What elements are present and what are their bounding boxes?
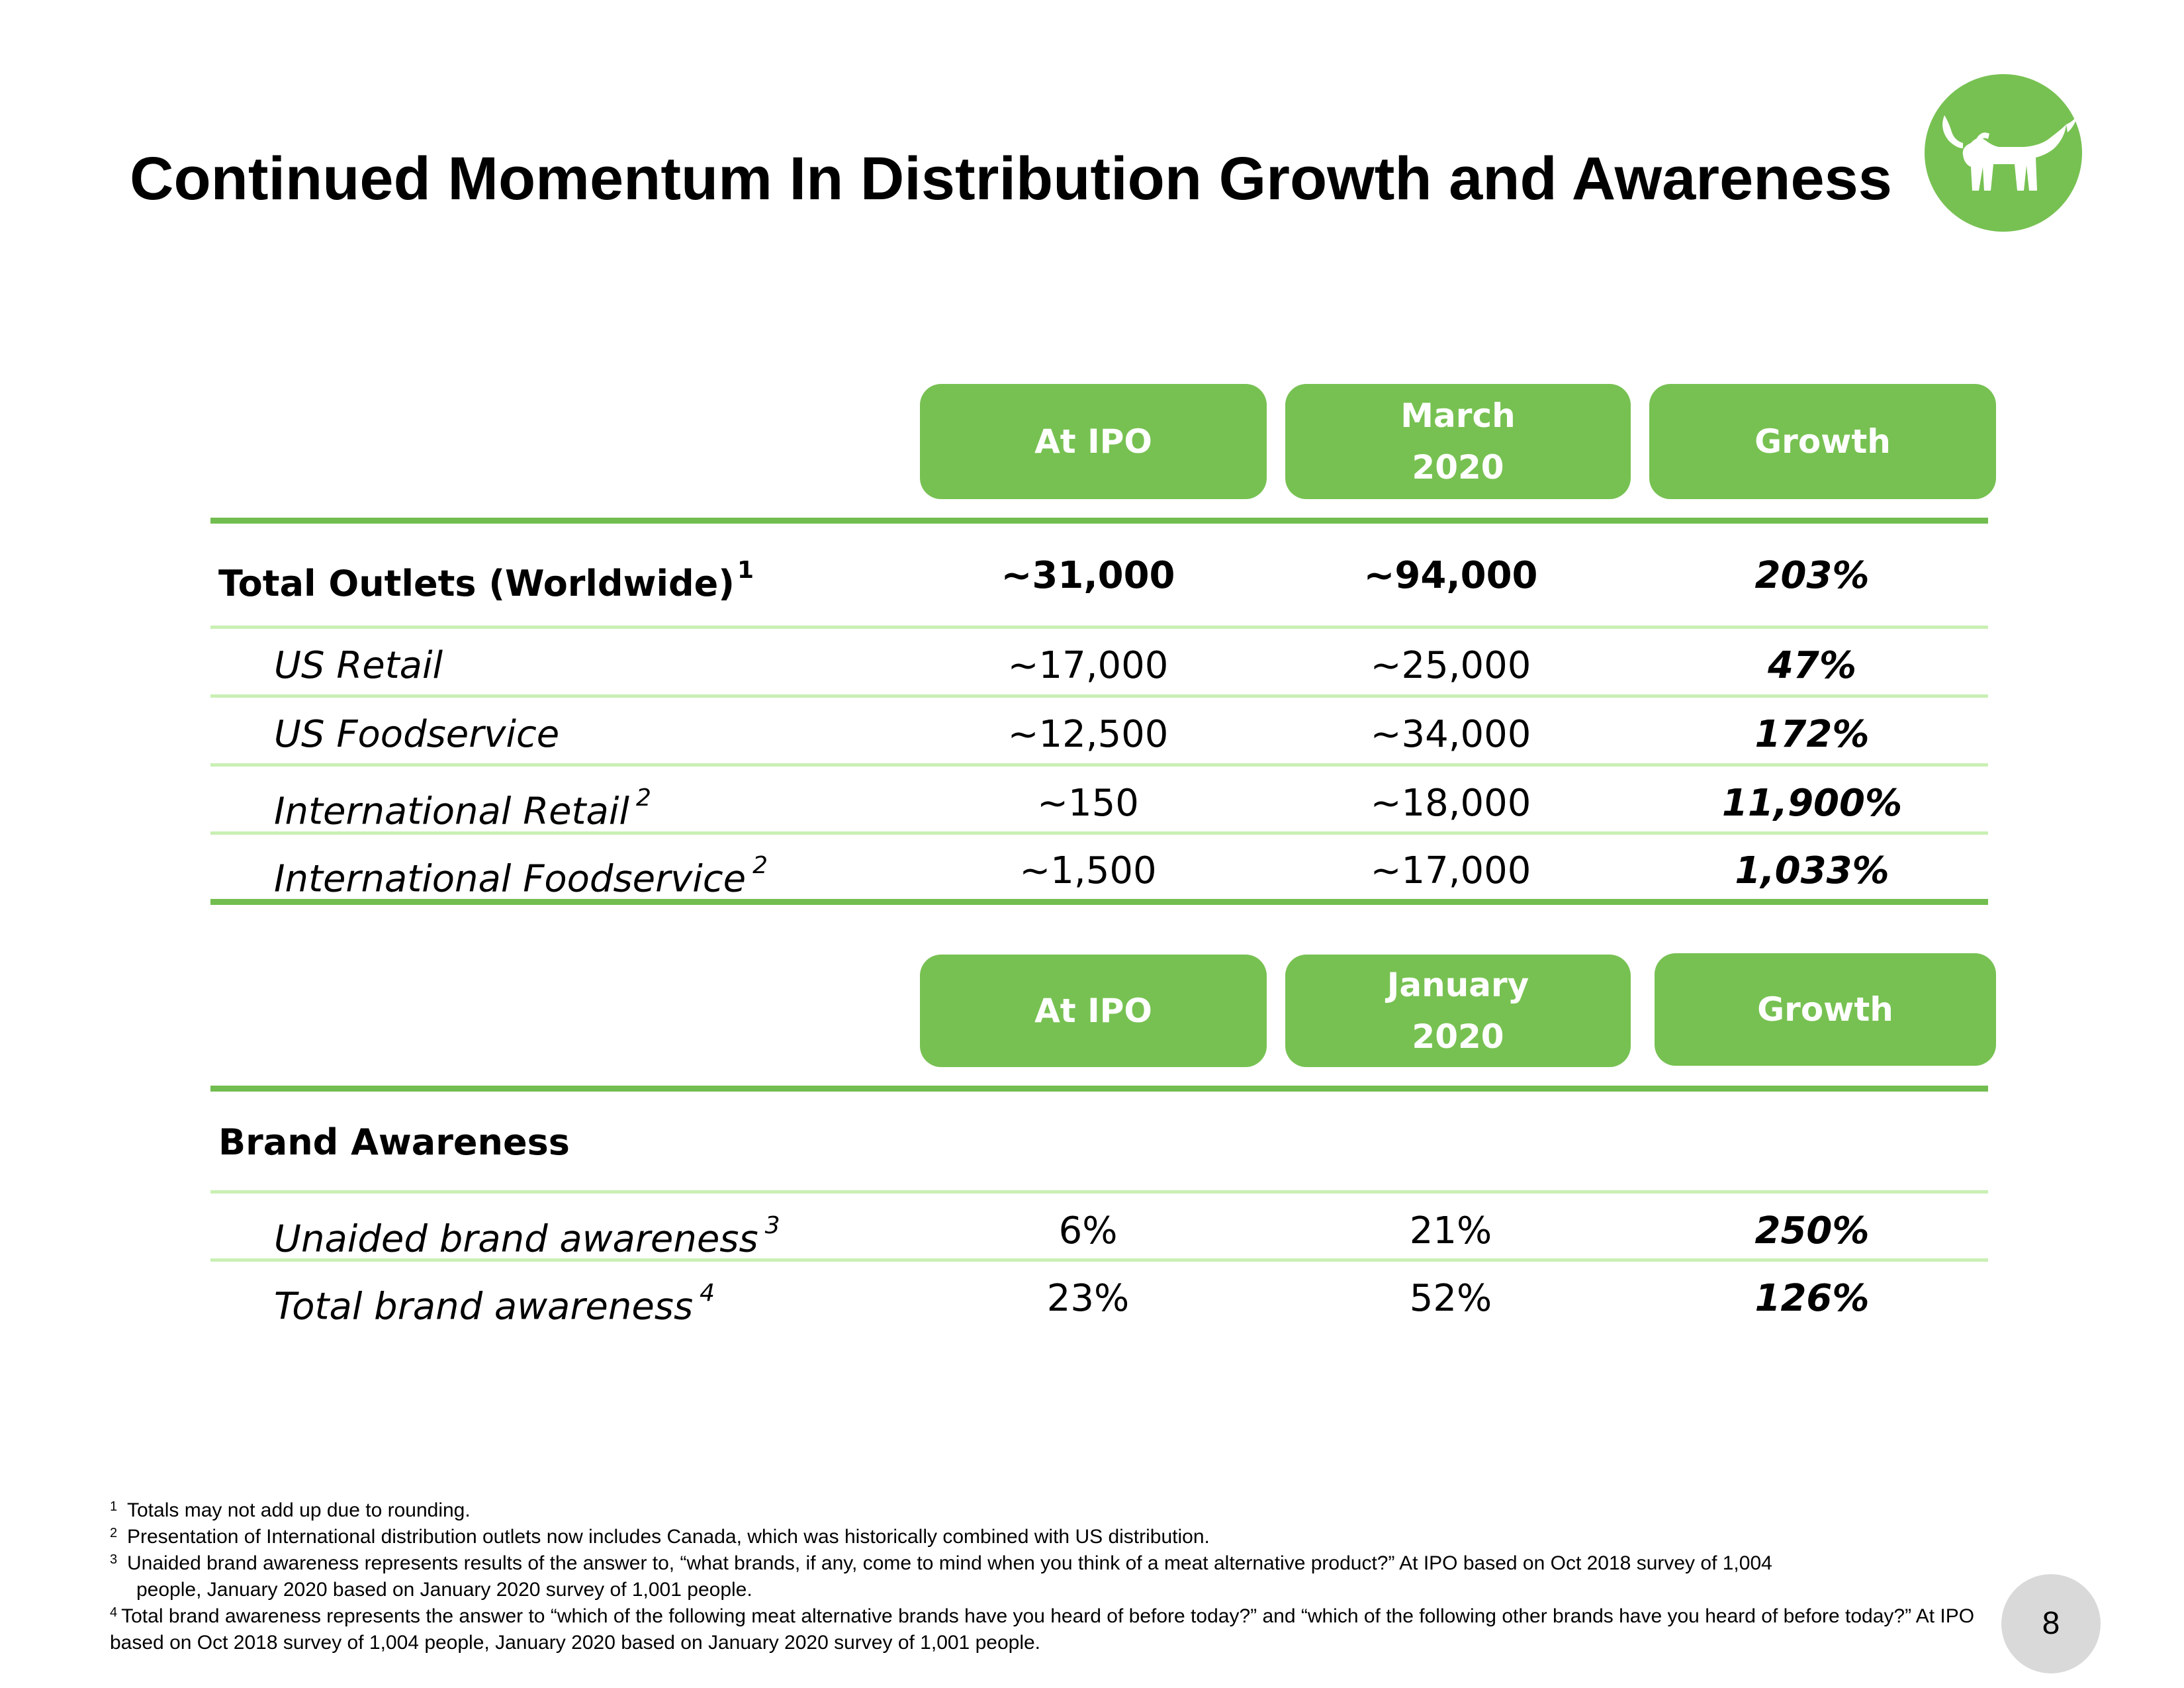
section-row: Brand Awareness bbox=[210, 1108, 1988, 1177]
footnote-text: Presentation of International distributi… bbox=[127, 1526, 1210, 1548]
header-january-2020: January 2020 bbox=[1285, 955, 1631, 1067]
current-value: ~94,000 bbox=[1363, 554, 1538, 597]
table-top-rule bbox=[210, 518, 1988, 524]
table-bottom-rule bbox=[210, 899, 1988, 905]
at-ipo-value: ~12,500 bbox=[1007, 713, 1169, 756]
row-label: US Retail bbox=[274, 644, 443, 687]
page-number: 8 bbox=[2001, 1574, 2101, 1673]
growth-value: 47% bbox=[1767, 644, 1857, 687]
at-ipo-value: ~150 bbox=[1037, 782, 1139, 825]
table-row: International Retail 2 ~150 ~18,000 11,90… bbox=[210, 769, 1988, 838]
row-label: International Foodservice bbox=[274, 857, 747, 901]
footnote-ref: 4 bbox=[700, 1280, 715, 1307]
table-row: Total brand awareness 4 23% 52% 126% bbox=[210, 1264, 1988, 1333]
growth-value: 1,033% bbox=[1735, 849, 1889, 892]
row-divider bbox=[210, 694, 1988, 698]
footnote-ref: 2 bbox=[635, 784, 651, 812]
section-label: Brand Awareness bbox=[218, 1121, 570, 1163]
footnote-ref: 2 bbox=[752, 852, 768, 879]
at-ipo-value: ~17,000 bbox=[1007, 644, 1169, 687]
footnote-number: 2 bbox=[110, 1526, 118, 1540]
current-value: ~34,000 bbox=[1370, 713, 1531, 756]
footnote-text-continued: people, January 2020 based on January 20… bbox=[136, 1579, 752, 1601]
at-ipo-value: 23% bbox=[1046, 1277, 1130, 1320]
table-row: US Retail ~17,000 ~25,000 47% bbox=[210, 632, 1988, 700]
at-ipo-value: ~31,000 bbox=[1001, 554, 1175, 597]
current-value: 52% bbox=[1409, 1277, 1492, 1320]
footnote: 4 Total brand awareness represents the an… bbox=[110, 1603, 2003, 1656]
row-divider bbox=[210, 831, 1988, 835]
current-value: ~17,000 bbox=[1370, 849, 1531, 892]
footnote-ref: 3 bbox=[764, 1212, 780, 1239]
row-label: International Retail bbox=[274, 790, 629, 833]
table-row: US Foodservice ~12,500 ~34,000 172% bbox=[210, 700, 1988, 769]
footnote-text: Totals may not add up due to rounding. bbox=[127, 1499, 471, 1521]
growth-value: 11,900% bbox=[1721, 782, 1903, 825]
page-title: Continued Momentum In Distribution Growt… bbox=[130, 145, 1892, 212]
row-divider bbox=[210, 1190, 1988, 1194]
row-label: Total brand awareness bbox=[274, 1285, 694, 1329]
header-at-ipo: At IPO bbox=[920, 955, 1267, 1067]
footnote-number: 4 bbox=[110, 1605, 118, 1620]
row-label: Total Outlets (Worldwide) bbox=[218, 563, 735, 604]
row-label: Unaided brand awareness bbox=[274, 1217, 758, 1261]
table-row: International Foodservice 2 ~1,500 ~17,00… bbox=[210, 837, 1988, 906]
footnote-number: 3 bbox=[110, 1552, 118, 1567]
at-ipo-value: ~1,500 bbox=[1019, 849, 1157, 892]
row-divider bbox=[210, 1258, 1988, 1262]
row-label: US Foodservice bbox=[274, 713, 560, 756]
footnotes: 1 Totals may not add up due to rounding.… bbox=[110, 1497, 2003, 1656]
growth-value: 172% bbox=[1754, 713, 1870, 756]
current-value: ~18,000 bbox=[1370, 782, 1531, 825]
table-row: Total Outlets (Worldwide) 1 ~31,000 ~94,0… bbox=[210, 541, 1988, 610]
footnote-number: 1 bbox=[110, 1499, 118, 1514]
table-row: Unaided brand awareness 3 6% 21% 250% bbox=[210, 1197, 1988, 1266]
footnote-text: Unaided brand awareness represents resul… bbox=[127, 1552, 1772, 1574]
row-divider bbox=[210, 626, 1988, 629]
current-value: 21% bbox=[1409, 1209, 1492, 1252]
header-growth: Growth bbox=[1649, 384, 1996, 499]
bull-logo-icon bbox=[1925, 74, 2082, 232]
growth-value: 250% bbox=[1754, 1209, 1870, 1252]
footnote: 1 Totals may not add up due to rounding. bbox=[110, 1497, 2003, 1524]
footnote-text: Total brand awareness represents the ans… bbox=[110, 1605, 1975, 1654]
current-value: ~25,000 bbox=[1370, 644, 1531, 687]
footnote: 3 Unaided brand awareness represents resu… bbox=[110, 1550, 2003, 1603]
header-march-2020: March 2020 bbox=[1285, 384, 1631, 499]
footnote: 2 Presentation of International distribut… bbox=[110, 1524, 2003, 1550]
footnote-ref: 1 bbox=[737, 557, 754, 584]
row-divider bbox=[210, 763, 1988, 767]
growth-value: 203% bbox=[1754, 554, 1870, 597]
at-ipo-value: 6% bbox=[1058, 1209, 1118, 1252]
header-at-ipo: At IPO bbox=[920, 384, 1267, 499]
growth-value: 126% bbox=[1754, 1277, 1870, 1320]
table-top-rule bbox=[210, 1086, 1988, 1092]
header-growth: Growth bbox=[1655, 953, 1996, 1066]
